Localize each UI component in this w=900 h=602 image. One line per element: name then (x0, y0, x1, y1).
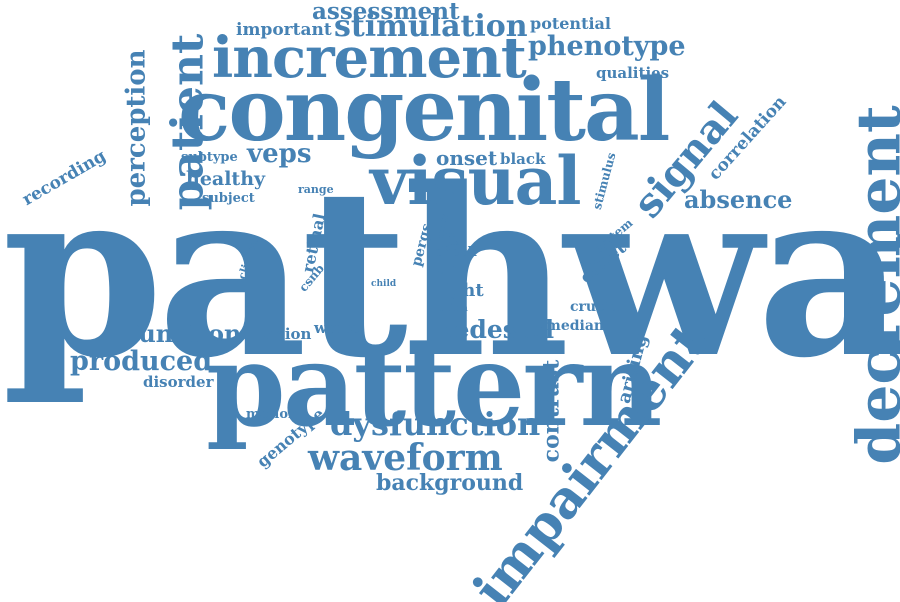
word-disorder: disorder (143, 375, 213, 390)
word-check: check (434, 246, 477, 259)
word-function: function (128, 322, 242, 346)
word-absence: absence (684, 188, 792, 212)
word-crucial: crucial (570, 300, 624, 314)
word-erg: erg (434, 260, 468, 278)
word-light: light (436, 282, 484, 300)
word-range: range (298, 184, 334, 195)
word-retina: retina (434, 304, 468, 314)
word-stimulation: dysfunction (330, 408, 540, 440)
word-year: year (446, 238, 465, 246)
word-black: black (500, 152, 545, 167)
word-important: important (236, 22, 332, 39)
word-pedestal: pedestal (436, 317, 554, 342)
word-veps: veps (247, 141, 311, 167)
word-assessment: assessment (312, 0, 460, 23)
word-subject: subject (202, 192, 255, 205)
word-white: white (314, 321, 360, 336)
word-median: median (546, 319, 604, 333)
word-produced: produced (70, 348, 212, 375)
word-potential: potential (530, 16, 611, 32)
word-onset: onset (436, 148, 497, 168)
word-phenotype: perception (124, 49, 150, 206)
word-waveform: phenotype (528, 33, 686, 60)
word-decrement: decrement (850, 105, 900, 464)
word-qualities: qualities (596, 66, 669, 81)
word-healthy: healthy (186, 170, 265, 189)
word-contrast: contrast (540, 360, 562, 463)
word-motion: motion (246, 408, 298, 421)
word-background: background (376, 472, 523, 494)
word-subtype: subtype (181, 151, 238, 164)
word-vision: vision (262, 327, 311, 342)
word-child: child (371, 280, 396, 289)
